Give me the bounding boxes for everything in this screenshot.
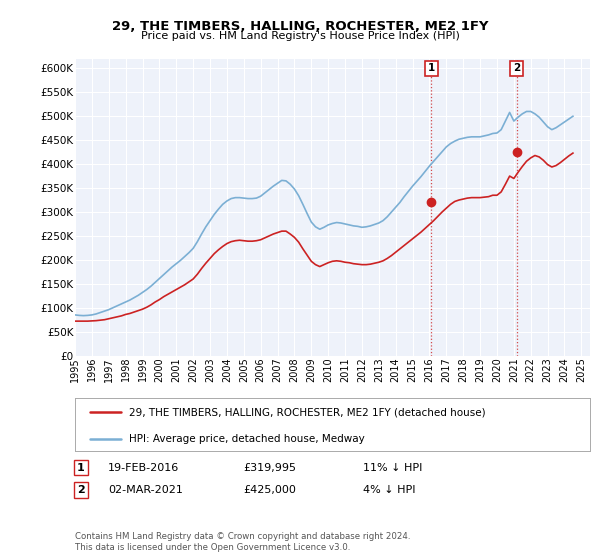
Text: 29, THE TIMBERS, HALLING, ROCHESTER, ME2 1FY: 29, THE TIMBERS, HALLING, ROCHESTER, ME2… (112, 20, 488, 32)
Text: 4% ↓ HPI: 4% ↓ HPI (363, 485, 415, 495)
Text: 1: 1 (77, 463, 85, 473)
Text: 19-FEB-2016: 19-FEB-2016 (108, 463, 179, 473)
Text: HPI: Average price, detached house, Medway: HPI: Average price, detached house, Medw… (129, 434, 365, 444)
Text: £319,995: £319,995 (243, 463, 296, 473)
Text: 11% ↓ HPI: 11% ↓ HPI (363, 463, 422, 473)
Text: £425,000: £425,000 (243, 485, 296, 495)
Text: 2: 2 (513, 63, 520, 73)
Text: Contains HM Land Registry data © Crown copyright and database right 2024.
This d: Contains HM Land Registry data © Crown c… (75, 532, 410, 552)
Text: 29, THE TIMBERS, HALLING, ROCHESTER, ME2 1FY (detached house): 29, THE TIMBERS, HALLING, ROCHESTER, ME2… (129, 408, 485, 418)
Text: 1: 1 (428, 63, 435, 73)
Text: Price paid vs. HM Land Registry's House Price Index (HPI): Price paid vs. HM Land Registry's House … (140, 31, 460, 41)
Text: 2: 2 (77, 485, 85, 495)
Text: 02-MAR-2021: 02-MAR-2021 (108, 485, 183, 495)
